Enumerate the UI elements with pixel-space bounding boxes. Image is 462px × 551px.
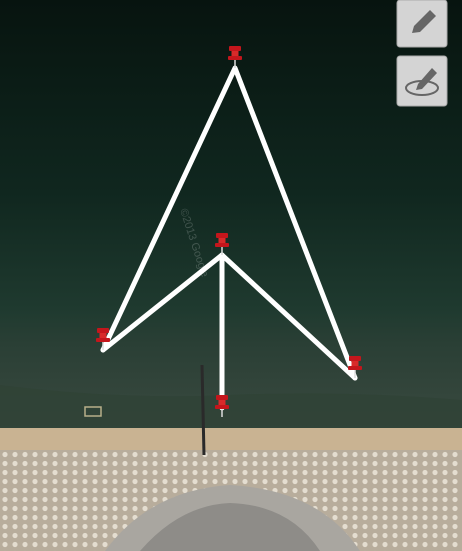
draw-tool-button[interactable]	[397, 0, 447, 47]
freehand-tool-button[interactable]	[397, 56, 447, 106]
pier	[202, 365, 204, 455]
sand	[0, 428, 462, 450]
sea	[0, 0, 462, 430]
page: ©2013 Google (() => { const data = JSON.…	[0, 0, 462, 551]
map-view: ©2013 Google	[0, 0, 462, 551]
